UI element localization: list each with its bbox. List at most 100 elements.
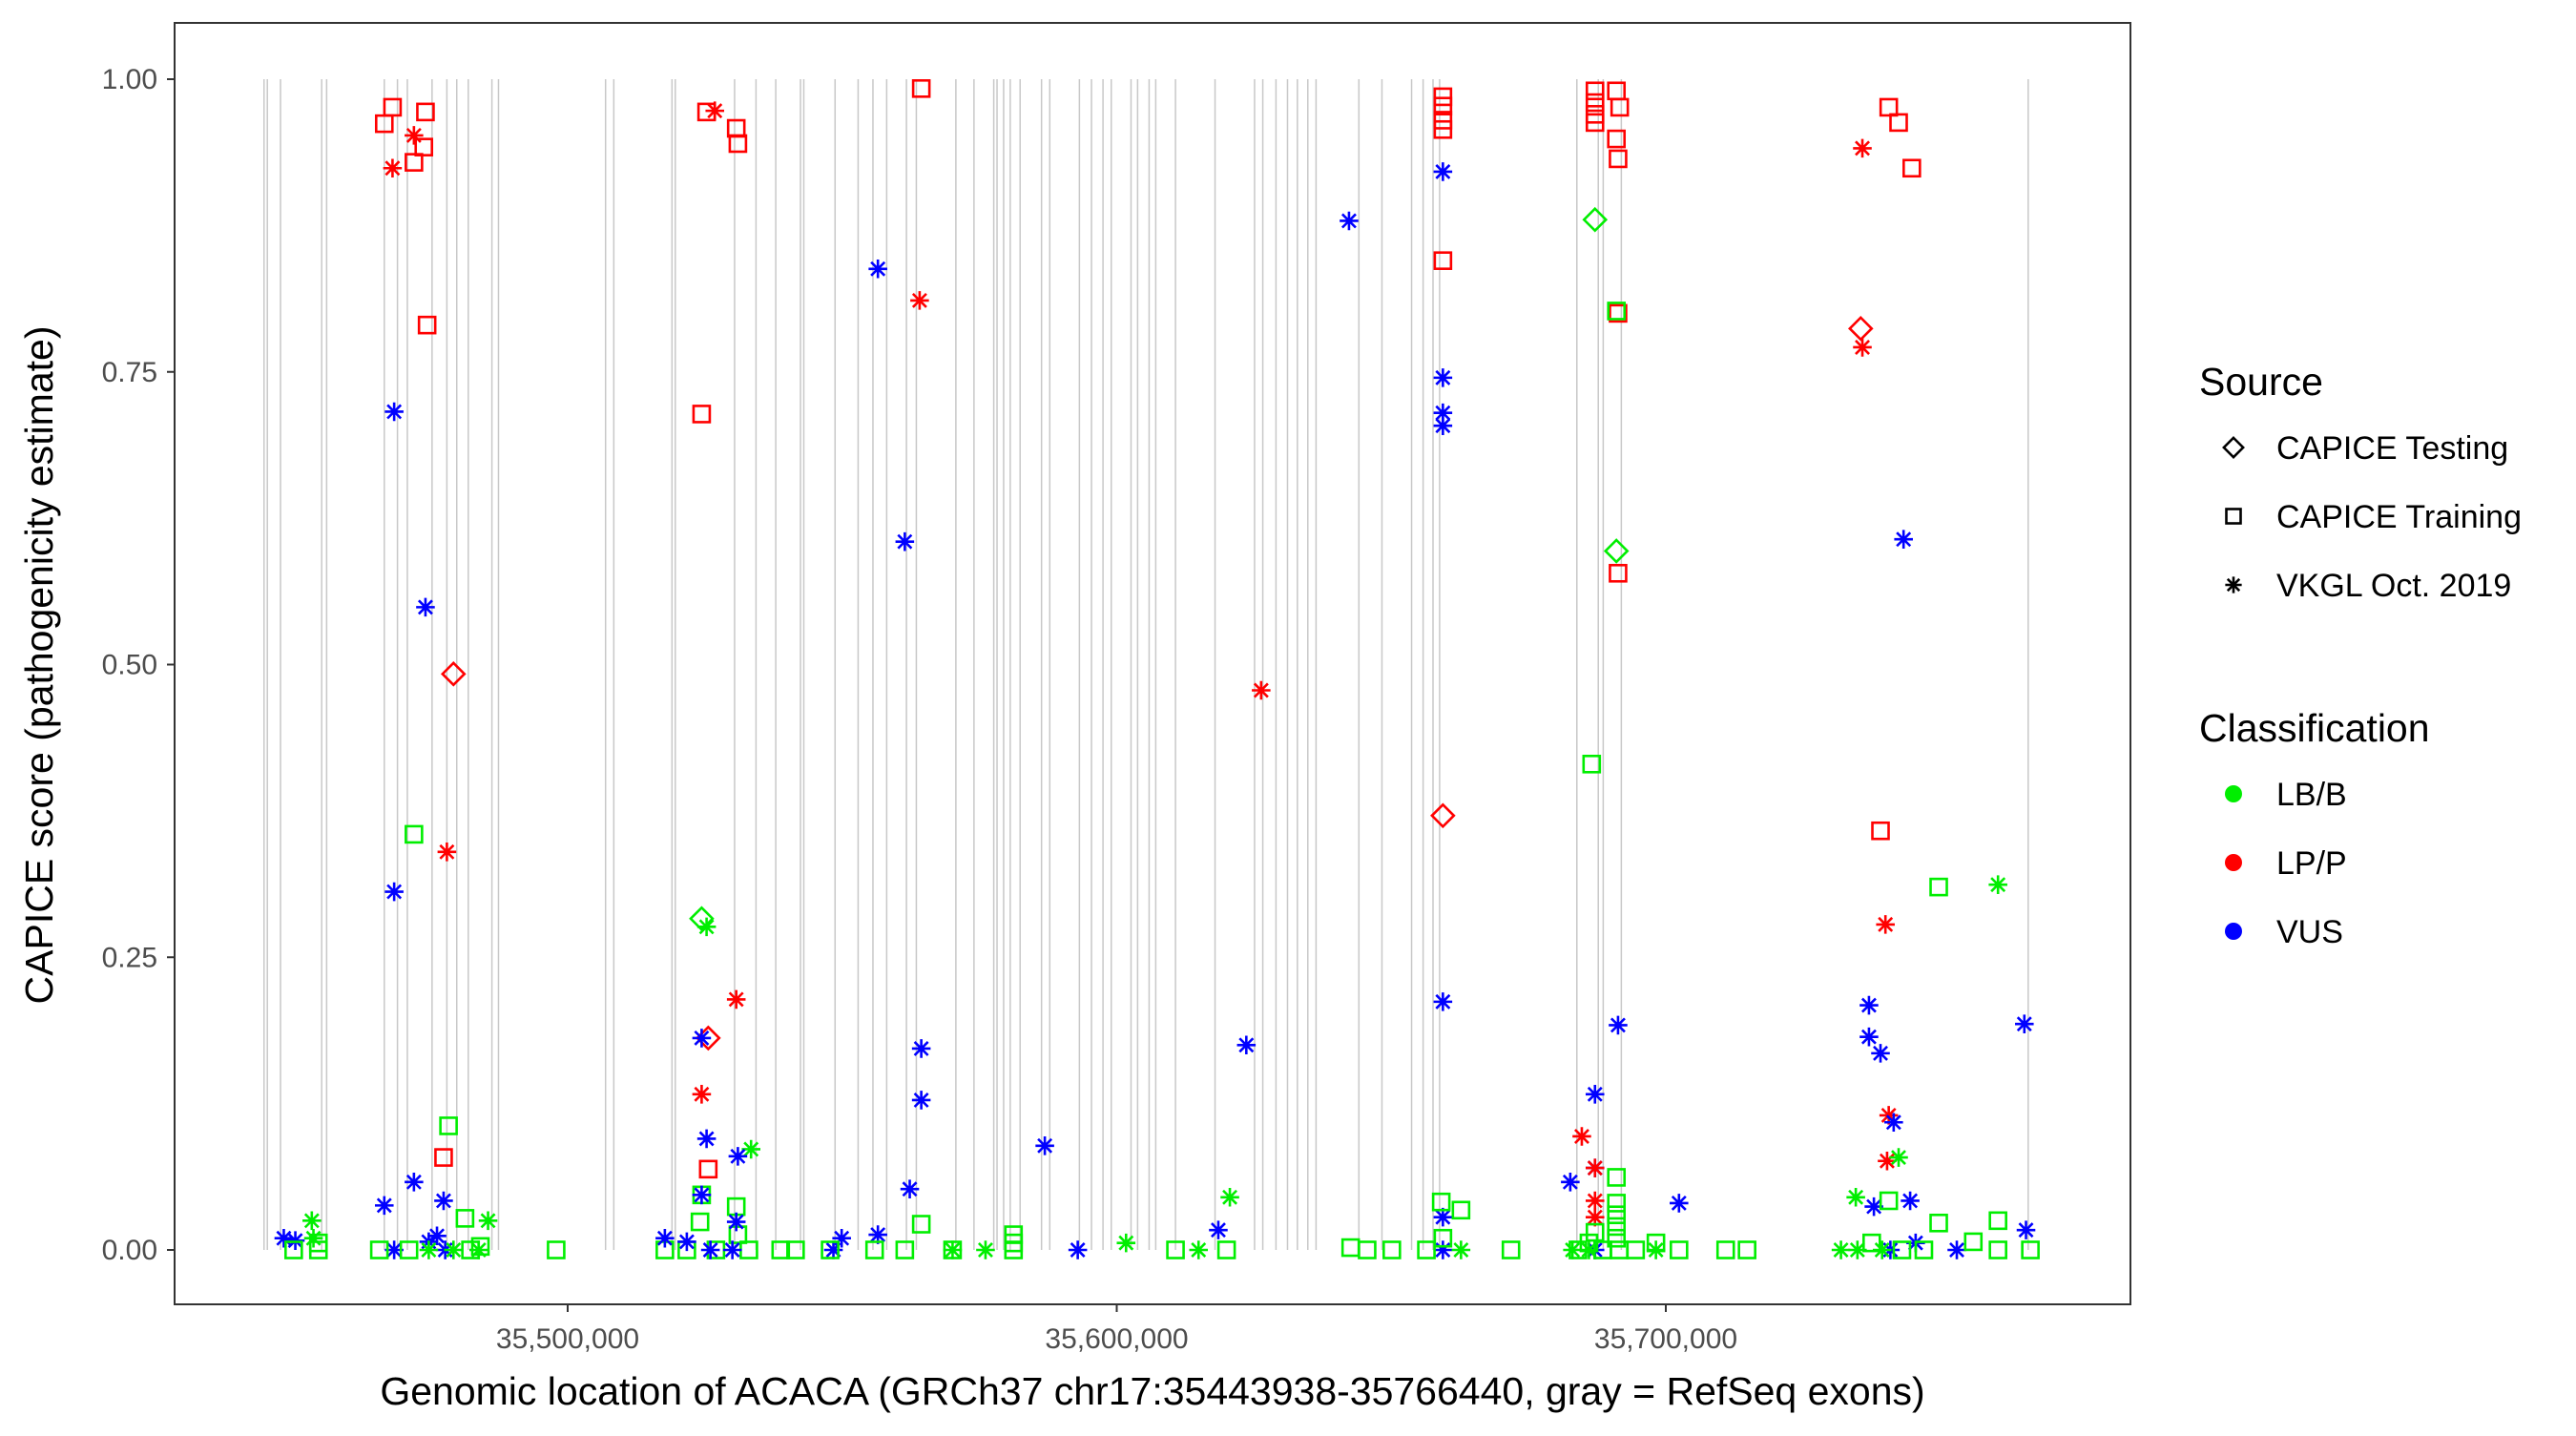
square-icon: [1929, 1213, 1948, 1233]
square-icon: [911, 1215, 931, 1234]
data-point: [417, 315, 437, 335]
data-point: [1864, 1197, 1883, 1217]
data-point: [427, 1226, 447, 1246]
asterisk-icon: [1433, 1240, 1453, 1259]
diamond-icon: [689, 905, 715, 932]
asterisk-icon: [1572, 1127, 1591, 1146]
square-icon: [1914, 1240, 1934, 1259]
asterisk-icon: [1894, 530, 1913, 549]
asterisk-icon: [383, 158, 403, 178]
data-point: [1929, 1213, 1948, 1233]
asterisk-icon: [1563, 1240, 1582, 1259]
data-point: [911, 79, 931, 98]
data-point: [771, 1240, 791, 1259]
asterisk-icon: [1585, 1207, 1605, 1227]
asterisk-icon: [911, 1091, 931, 1110]
asterisk-icon: [726, 989, 746, 1009]
asterisk-icon: [1585, 1085, 1605, 1104]
square-icon: [2225, 508, 2242, 525]
square-icon: [1433, 251, 1453, 270]
square-icon: [455, 1209, 475, 1228]
data-point: [943, 1240, 963, 1259]
asterisk-icon: [1853, 338, 1872, 357]
square-icon: [416, 102, 435, 122]
asterisk-icon: [1879, 1106, 1899, 1125]
square-icon: [1670, 1240, 1689, 1259]
asterisk-icon: [895, 531, 915, 552]
asterisk-icon: [419, 1240, 439, 1259]
data-point: [786, 1240, 805, 1259]
data-point: [1670, 1240, 1689, 1259]
data-point: [405, 824, 424, 844]
data-point: [1988, 1240, 2007, 1259]
data-point: [2015, 1014, 2034, 1033]
square-icon: [2021, 1240, 2040, 1259]
data-point: [303, 1228, 323, 1248]
data-point: [1862, 1233, 1881, 1253]
data-point: [1433, 96, 1453, 116]
diamond-icon: [1847, 316, 1874, 342]
square-icon: [414, 137, 434, 156]
data-point: [1561, 1173, 1580, 1192]
data-point: [1853, 138, 1872, 158]
data-point: [405, 126, 424, 145]
data-point: [1846, 1188, 1865, 1207]
square-icon: [1433, 87, 1453, 107]
y-tick-label: 0.50: [102, 650, 157, 681]
data-point: [1859, 995, 1879, 1015]
data-point: [868, 259, 887, 279]
asterisk-icon: [1068, 1240, 1088, 1259]
data-point: [1889, 113, 1908, 133]
asterisk-icon: [1846, 1188, 1865, 1207]
data-point: [943, 1240, 963, 1259]
data-point: [444, 1240, 464, 1259]
asterisk-icon: [700, 1240, 720, 1259]
data-point: [2016, 1220, 2036, 1239]
asterisk-icon: [1670, 1194, 1689, 1213]
asterisk-icon: [1864, 1197, 1883, 1217]
square-icon: [405, 153, 424, 172]
square-icon: [1433, 111, 1453, 130]
square-icon: [1715, 1240, 1735, 1259]
data-point: [868, 1225, 887, 1244]
data-point: [1431, 1192, 1451, 1212]
data-point: [1585, 81, 1605, 101]
y-tick-label: 0.25: [102, 942, 157, 973]
square-icon: [547, 1240, 566, 1259]
data-point: [698, 1159, 718, 1179]
square-icon: [439, 1116, 458, 1135]
square-icon: [943, 1240, 963, 1259]
data-point: [895, 1240, 915, 1259]
data-point: [1737, 1240, 1756, 1259]
data-point: [1585, 113, 1605, 133]
square-icon: [1166, 1240, 1185, 1259]
asterisk-icon: [1871, 1044, 1890, 1063]
asterisk-icon: [434, 1191, 453, 1211]
data-point: [285, 1231, 305, 1250]
asterisk-icon: [910, 291, 929, 310]
asterisk-icon: [2225, 576, 2242, 593]
data-point: [1166, 1240, 1185, 1259]
data-point: [895, 531, 915, 552]
asterisk-icon: [478, 1211, 498, 1231]
data-point: [1433, 119, 1453, 139]
asterisk-icon: [1433, 416, 1453, 435]
data-point: [1607, 1205, 1627, 1224]
diamond-icon: [1430, 802, 1456, 829]
data-point: [741, 1139, 760, 1159]
data-point: [405, 1173, 424, 1192]
data-point: [911, 1091, 931, 1110]
data-point: [692, 405, 712, 424]
asterisk-icon: [1579, 1240, 1599, 1259]
data-point: [434, 1191, 453, 1211]
square-icon: [1216, 1240, 1236, 1259]
square-icon: [284, 1240, 303, 1259]
data-point: [700, 1240, 720, 1259]
data-point: [2021, 1240, 2040, 1259]
data-point: [416, 102, 435, 122]
square-icon: [1609, 303, 1628, 323]
asterisk-icon: [427, 1226, 447, 1246]
data-point: [1585, 1085, 1605, 1104]
data-point: [976, 1240, 995, 1259]
square-icon: [821, 1240, 840, 1259]
